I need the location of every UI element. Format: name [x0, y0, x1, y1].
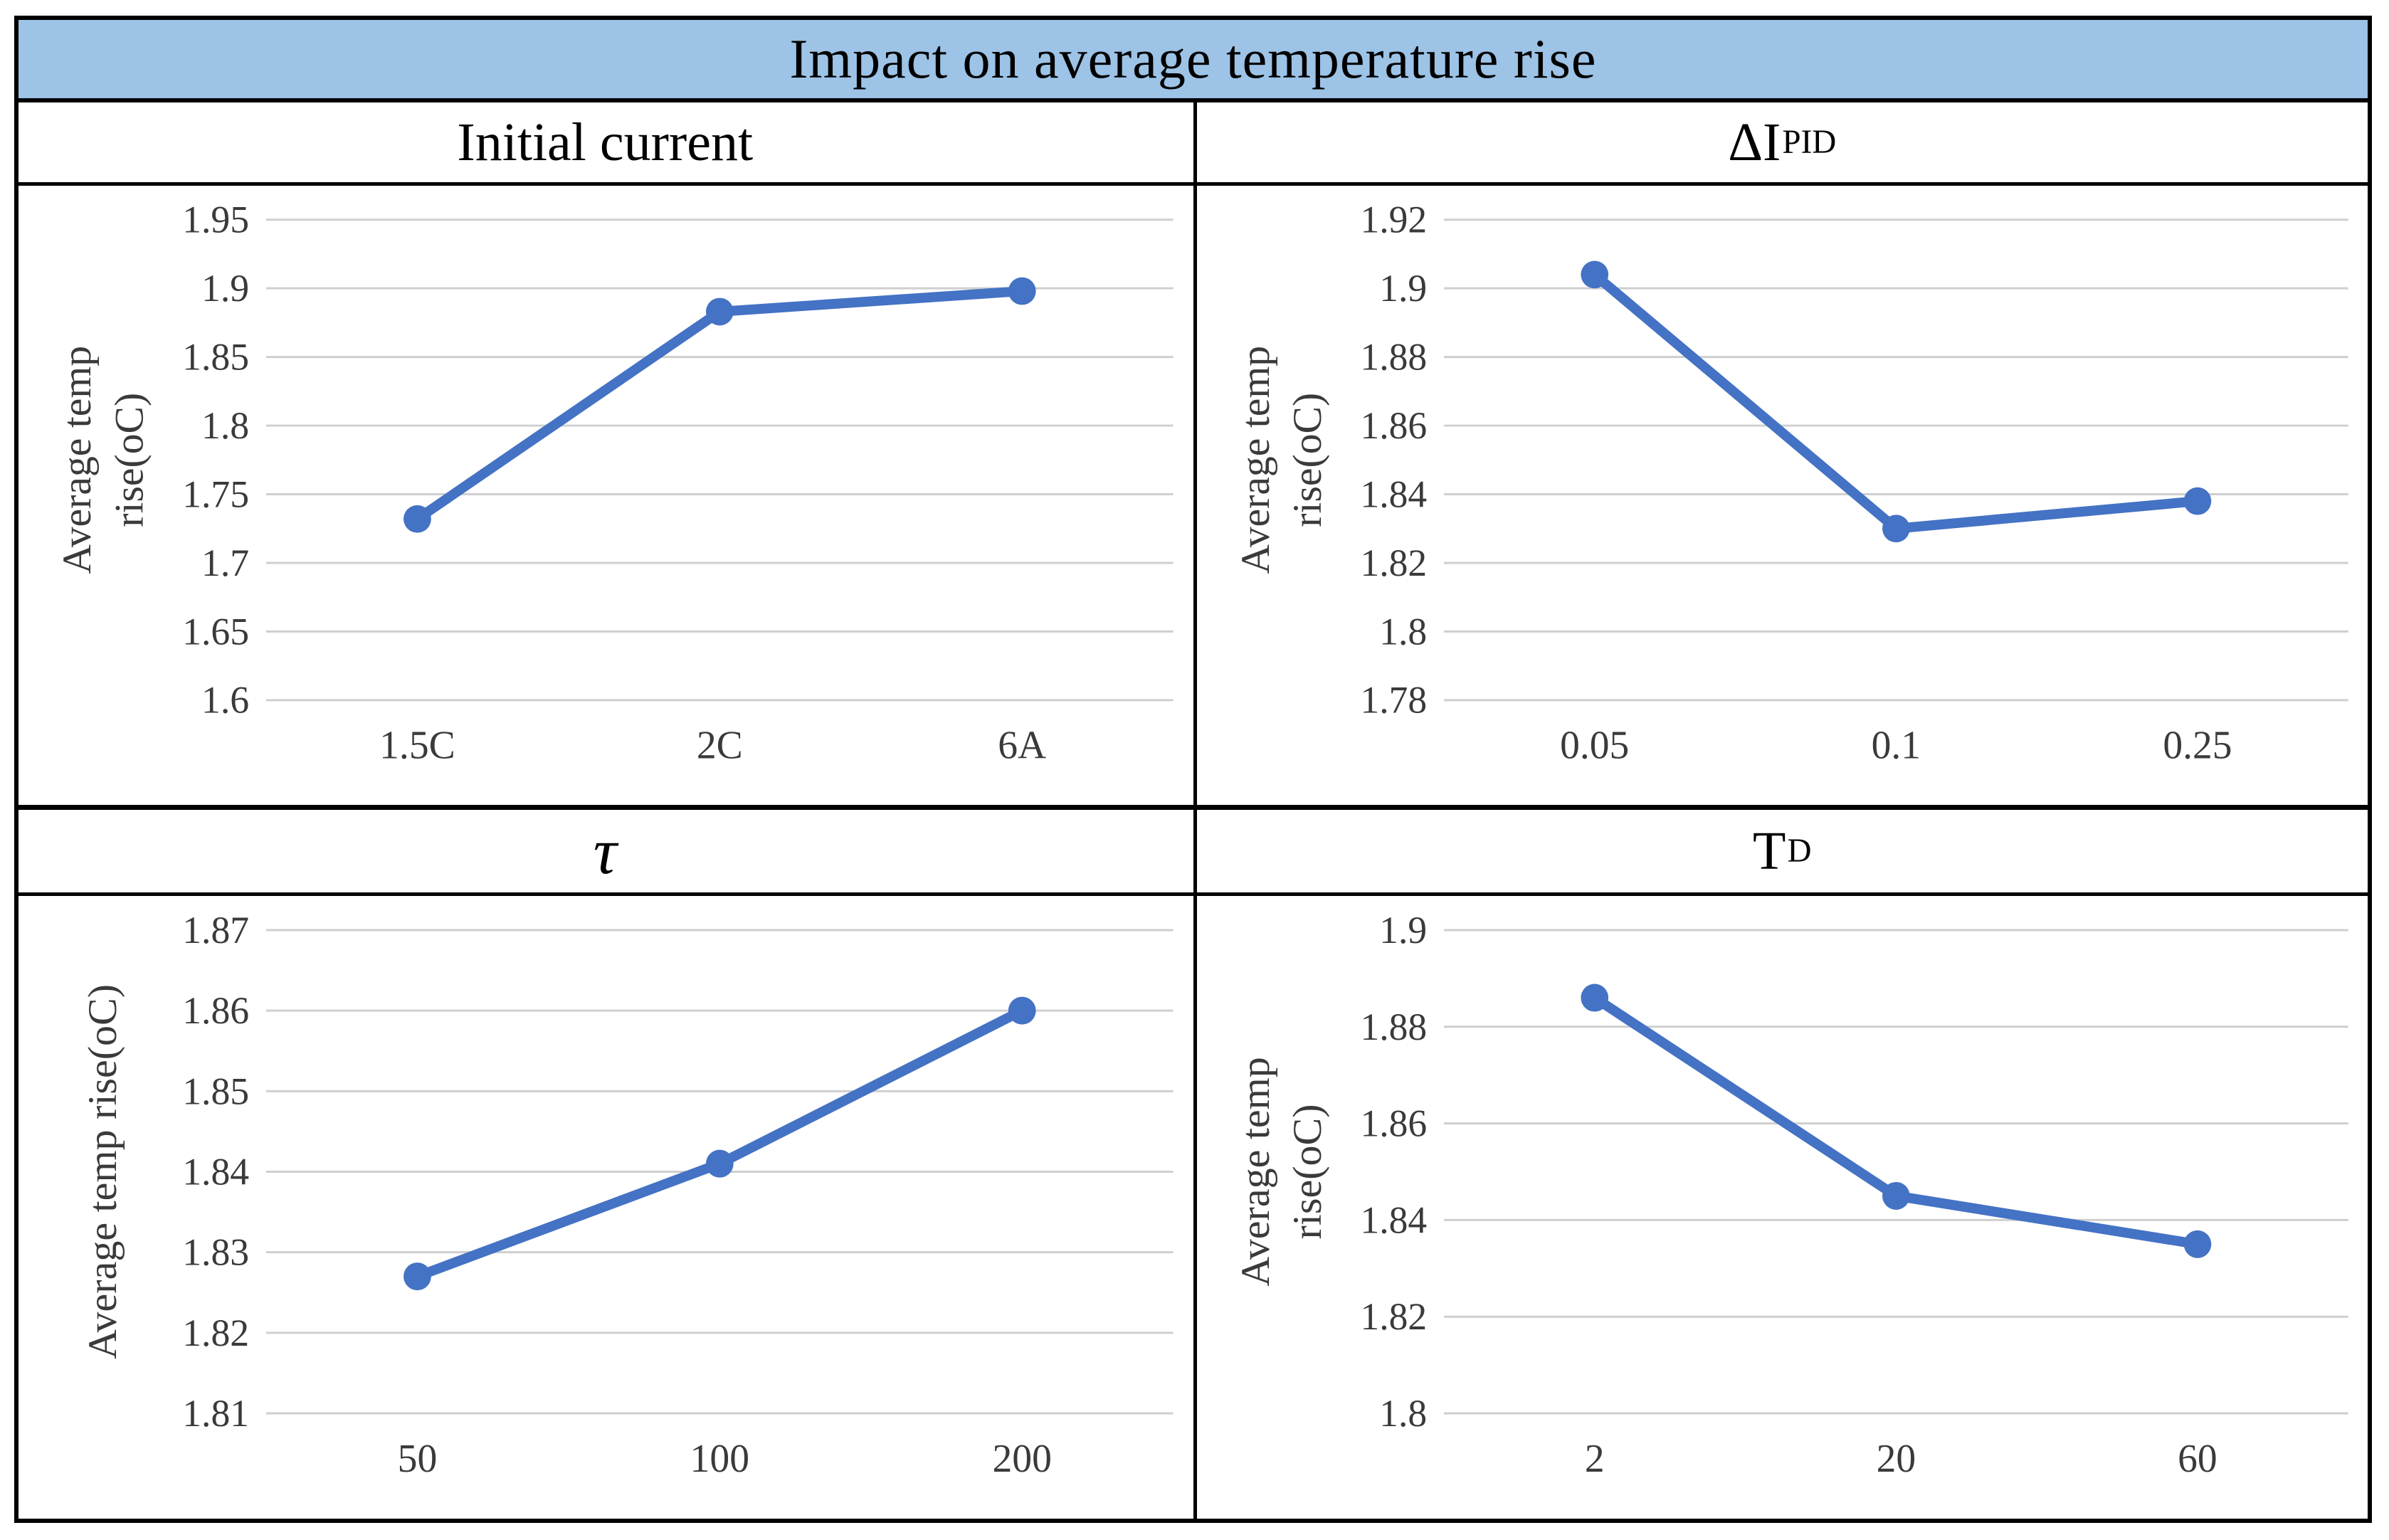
y-tick-label: 1.85: [182, 336, 249, 379]
chart-cell-t-d: 1.9 1.88 1.86 1.84 1.82 1.8 Average temp rise(o…: [1193, 896, 2368, 1519]
series-line: [412, 1006, 1028, 1282]
x-tick-label: 200: [992, 1437, 1052, 1481]
data-point-marker: [1580, 983, 1608, 1012]
x-tick-label: 100: [690, 1437, 750, 1481]
data-point-marker: [1580, 260, 1608, 289]
series-line: [1589, 269, 2203, 534]
y-tick-label: 1.82: [1360, 1295, 1427, 1338]
y-tick-label: 1.88: [1360, 335, 1427, 378]
y-tick-label: 1.8: [1379, 610, 1427, 653]
y-tick-label: 1.6: [201, 679, 249, 722]
x-tick-label: 2: [1584, 1437, 1604, 1481]
data-point-marker: [1882, 1181, 1910, 1210]
data-point-marker: [2183, 1230, 2211, 1258]
x-tick-label: 1.5C: [379, 723, 455, 767]
y-axis-label: Average temp rise(oC): [79, 984, 125, 1359]
data-point-marker: [1008, 996, 1036, 1025]
chart-grid: Initial current ΔI PID 1.95 1.9 1.85 1.8 1.75…: [19, 102, 2368, 1519]
x-tick-label: 0.1: [1871, 723, 1920, 767]
y-tick-label: 1.9: [1379, 267, 1427, 310]
data-point-marker: [1882, 515, 1910, 543]
data-point-marker: [404, 1262, 431, 1291]
y-axis-label: rise(oC): [107, 393, 152, 527]
y-axis-label: rise(oC): [1285, 1104, 1330, 1239]
chart-cell-tau: 1.87 1.86 1.85 1.84 1.83 1.82 1.81 Average temp…: [19, 896, 1193, 1519]
data-point-marker: [705, 1149, 734, 1178]
y-axis-label: rise(oC): [1285, 393, 1330, 527]
header-tau-label: τ: [593, 815, 617, 887]
y-tick-label: 1.92: [1360, 199, 1427, 241]
header-initial-current-label: Initial current: [457, 112, 754, 172]
table-title-bar: Impact on average temperature rise: [19, 20, 2368, 102]
y-tick-label: 1.86: [1360, 404, 1427, 447]
y-tick-label: 1.88: [1360, 1006, 1427, 1048]
y-tick-label: 1.83: [182, 1231, 249, 1274]
y-tick-label: 1.75: [182, 473, 249, 515]
y-axis-label: Average temp: [55, 346, 100, 574]
chart-tau: 1.87 1.86 1.85 1.84 1.83 1.82 1.81 Average temp…: [79, 909, 1174, 1481]
chart-initial-current: 1.95 1.9 1.85 1.8 1.75 1.7 1.65 1.6 Average temp…: [55, 199, 1174, 767]
data-point-marker: [404, 505, 431, 533]
y-tick-label: 1.85: [182, 1070, 249, 1112]
y-axis-label: Average temp: [1233, 346, 1277, 574]
chart-cell-initial-current: 1.95 1.9 1.85 1.8 1.75 1.7 1.65 1.6 Average temp…: [19, 182, 1193, 805]
y-tick-label: 1.8: [201, 404, 249, 447]
header-tau: τ: [19, 805, 1193, 896]
y-tick-label: 1.84: [182, 1150, 249, 1193]
header-delta-i-pid-sub: PID: [1782, 124, 1837, 161]
y-tick-label: 1.65: [182, 610, 249, 653]
y-tick-label: 1.82: [182, 1312, 249, 1354]
x-tick-label: 50: [398, 1437, 438, 1481]
y-tick-label: 1.82: [1360, 542, 1427, 584]
y-tick-label: 1.84: [1360, 473, 1427, 515]
y-tick-label: 1.95: [182, 199, 249, 241]
y-tick-label: 1.78: [1360, 679, 1427, 722]
header-t-d-sub: D: [1787, 833, 1812, 870]
header-delta-i-pid: ΔI PID: [1193, 102, 2368, 182]
table-title: Impact on average temperature rise: [789, 28, 1597, 90]
y-tick-label: 1.9: [1379, 909, 1427, 951]
data-point-marker: [2183, 487, 2211, 515]
y-tick-label: 1.9: [201, 267, 249, 310]
y-axis-label: Average temp: [1233, 1057, 1278, 1287]
x-tick-label: 20: [1876, 1437, 1916, 1481]
header-initial-current: Initial current: [19, 102, 1193, 182]
chart-cell-delta-i-pid: 1.92 1.9 1.88 1.86 1.84 1.82 1.8 1.78 Average te…: [1193, 182, 2368, 805]
data-point-marker: [705, 297, 734, 326]
y-tick-label: 1.84: [1360, 1198, 1427, 1241]
y-tick-label: 1.8: [1379, 1392, 1427, 1435]
y-tick-label: 1.87: [182, 909, 249, 951]
y-tick-label: 1.86: [182, 989, 249, 1032]
header-delta-i-pid-label: ΔI: [1728, 112, 1781, 172]
x-tick-label: 6A: [998, 723, 1046, 767]
y-tick-label: 1.86: [1360, 1102, 1427, 1144]
x-tick-label: 0.25: [2163, 723, 2232, 767]
data-point-marker: [1008, 277, 1036, 305]
figure-table-frame: Impact on average temperature rise Initi…: [14, 16, 2372, 1523]
y-tick-label: 1.81: [182, 1392, 249, 1435]
header-t-d-label: T: [1753, 821, 1786, 881]
chart-delta-i-pid: 1.92 1.9 1.88 1.86 1.84 1.82 1.8 1.78 Average te…: [1233, 199, 2348, 767]
y-tick-label: 1.7: [201, 542, 249, 584]
chart-t-d: 1.9 1.88 1.86 1.84 1.82 1.8 Average temp rise(o…: [1233, 909, 2348, 1481]
x-tick-label: 60: [2178, 1437, 2217, 1481]
x-tick-label: 0.05: [1560, 723, 1629, 767]
x-tick-label: 2C: [697, 723, 743, 767]
